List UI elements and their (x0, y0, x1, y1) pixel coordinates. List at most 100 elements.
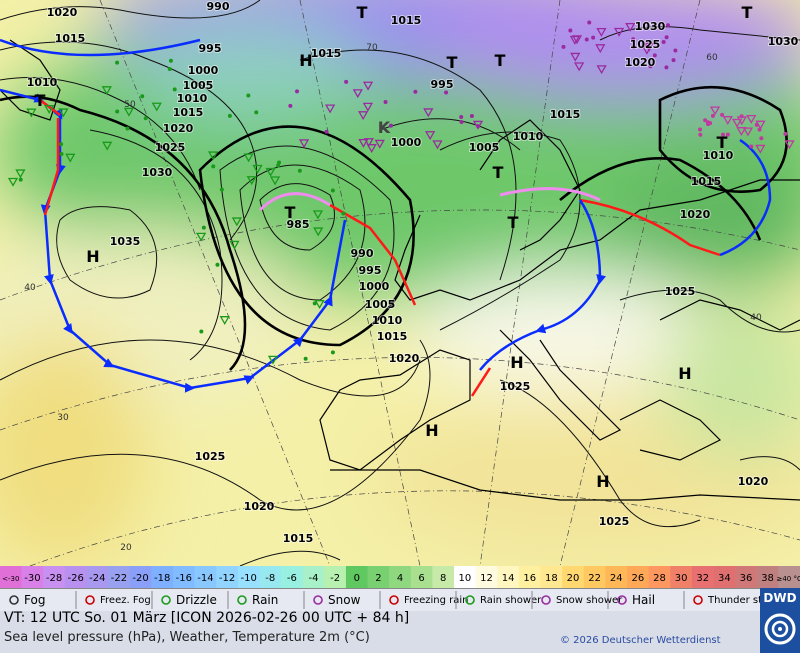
scale-cell (324, 566, 347, 588)
scale-cell (518, 566, 542, 588)
legend-icon (465, 595, 475, 605)
scale-label: 20 (567, 573, 580, 584)
shower-symbol (44, 105, 55, 115)
shower-symbol (325, 104, 336, 114)
logo-swirl (764, 613, 796, 645)
rain-dot (227, 113, 232, 118)
rain-dot (168, 58, 173, 63)
rain-dot (297, 168, 302, 173)
rain-dot (664, 65, 669, 70)
shower-symbol (784, 140, 795, 150)
valid-time: VT: 12 UTC So. 01 März [ICON 2026-02-26 … (4, 610, 410, 626)
scale-cell (129, 566, 152, 588)
rain-dot (115, 109, 120, 114)
shower-symbol (625, 22, 636, 32)
shower-symbol (432, 140, 443, 150)
isobar-label: 1030 (635, 20, 666, 33)
isobar-label: 1010 (27, 76, 58, 89)
rain-dot (341, 211, 346, 216)
legend-icon (237, 595, 247, 605)
shower-symbol (229, 240, 240, 250)
scale-cell (605, 566, 628, 588)
shower-symbol (755, 120, 766, 130)
shower-symbol (613, 27, 625, 37)
shower-symbol (423, 108, 434, 118)
isobar-label: 1020 (680, 208, 711, 221)
isobar-label: 1015 (391, 14, 422, 27)
isotherm-label: 40 (24, 283, 36, 293)
rain-dot (211, 164, 216, 169)
shower-symbol (596, 27, 607, 37)
shower-symbol (596, 65, 607, 75)
rain-dot (591, 35, 596, 40)
isobar-label: 1005 (183, 79, 214, 92)
scale-cell (302, 566, 325, 588)
shower-symbol (101, 86, 112, 96)
rain-dot (330, 350, 335, 355)
rain-dot (276, 163, 281, 168)
legend-label: Thunder storm (707, 595, 760, 606)
scale-label: -4 (309, 573, 319, 584)
shower-symbol (573, 62, 585, 72)
isotherm-label: 70 (366, 43, 378, 53)
shower-symbol (644, 42, 655, 52)
shower-symbol (298, 139, 310, 149)
rain-dot (330, 188, 335, 193)
rain-dot (413, 89, 418, 94)
legend-label: Freezing rain (404, 595, 468, 606)
isotherm-label: 30 (57, 413, 69, 423)
rain-dot (219, 187, 224, 192)
isobar-label: 1010 (372, 314, 403, 327)
pressure-center: K (378, 118, 391, 137)
scale-cell (670, 566, 693, 588)
rain-dot (115, 60, 120, 65)
rain-dot (671, 58, 676, 63)
scale-label: 10 (458, 573, 471, 584)
pressure-center: T (508, 213, 519, 232)
shower-symbol (269, 176, 281, 186)
rain-dot (783, 131, 788, 136)
copyright: © 2026 Deutscher Wetterdienst (560, 635, 721, 646)
legend-label: Rain (252, 593, 278, 607)
scale-cell (713, 566, 736, 588)
rain-dot (661, 40, 666, 45)
shower-symbol (26, 108, 37, 118)
rain-dot (288, 103, 293, 108)
shower-symbol (352, 89, 363, 99)
shower-symbol (570, 52, 581, 62)
rain-dot (344, 79, 349, 84)
scale-label: ≥40 °C (776, 575, 800, 583)
shower-symbol (358, 138, 369, 148)
rain-dot (587, 20, 592, 25)
rain-dot (303, 356, 308, 361)
temperature-field (0, 0, 800, 566)
scale-cell (345, 566, 369, 588)
rain-dot (388, 123, 393, 128)
scale-label: 32 (696, 573, 709, 584)
scale-cell (281, 566, 304, 588)
shower-symbol (267, 355, 279, 365)
isobar-label: 995 (359, 264, 382, 277)
rain-dot (324, 129, 329, 134)
scale-label: 0 (354, 573, 360, 584)
scale-label: 8 (440, 573, 446, 584)
isobar-label: 1005 (469, 141, 500, 154)
shower-symbol (374, 139, 385, 149)
isobar-label: 1015 (311, 47, 342, 60)
isobar-label: 1025 (155, 141, 186, 154)
scale-cell (497, 566, 520, 588)
legend-icon (389, 595, 399, 605)
legend-icon (693, 595, 703, 605)
rain-dot (673, 48, 678, 53)
rain-dot (710, 113, 715, 118)
scale-label: -8 (265, 573, 275, 584)
rain-dot (666, 23, 671, 28)
scale-cell (21, 566, 44, 588)
scale-cell (778, 566, 800, 588)
legend-icon (85, 595, 95, 605)
isobar-label: 1015 (691, 175, 722, 188)
isobar-label: 1015 (283, 532, 314, 545)
isobar-label: 1005 (365, 298, 396, 311)
isobar-label: 1000 (391, 136, 422, 149)
shower-symbol (102, 141, 113, 151)
